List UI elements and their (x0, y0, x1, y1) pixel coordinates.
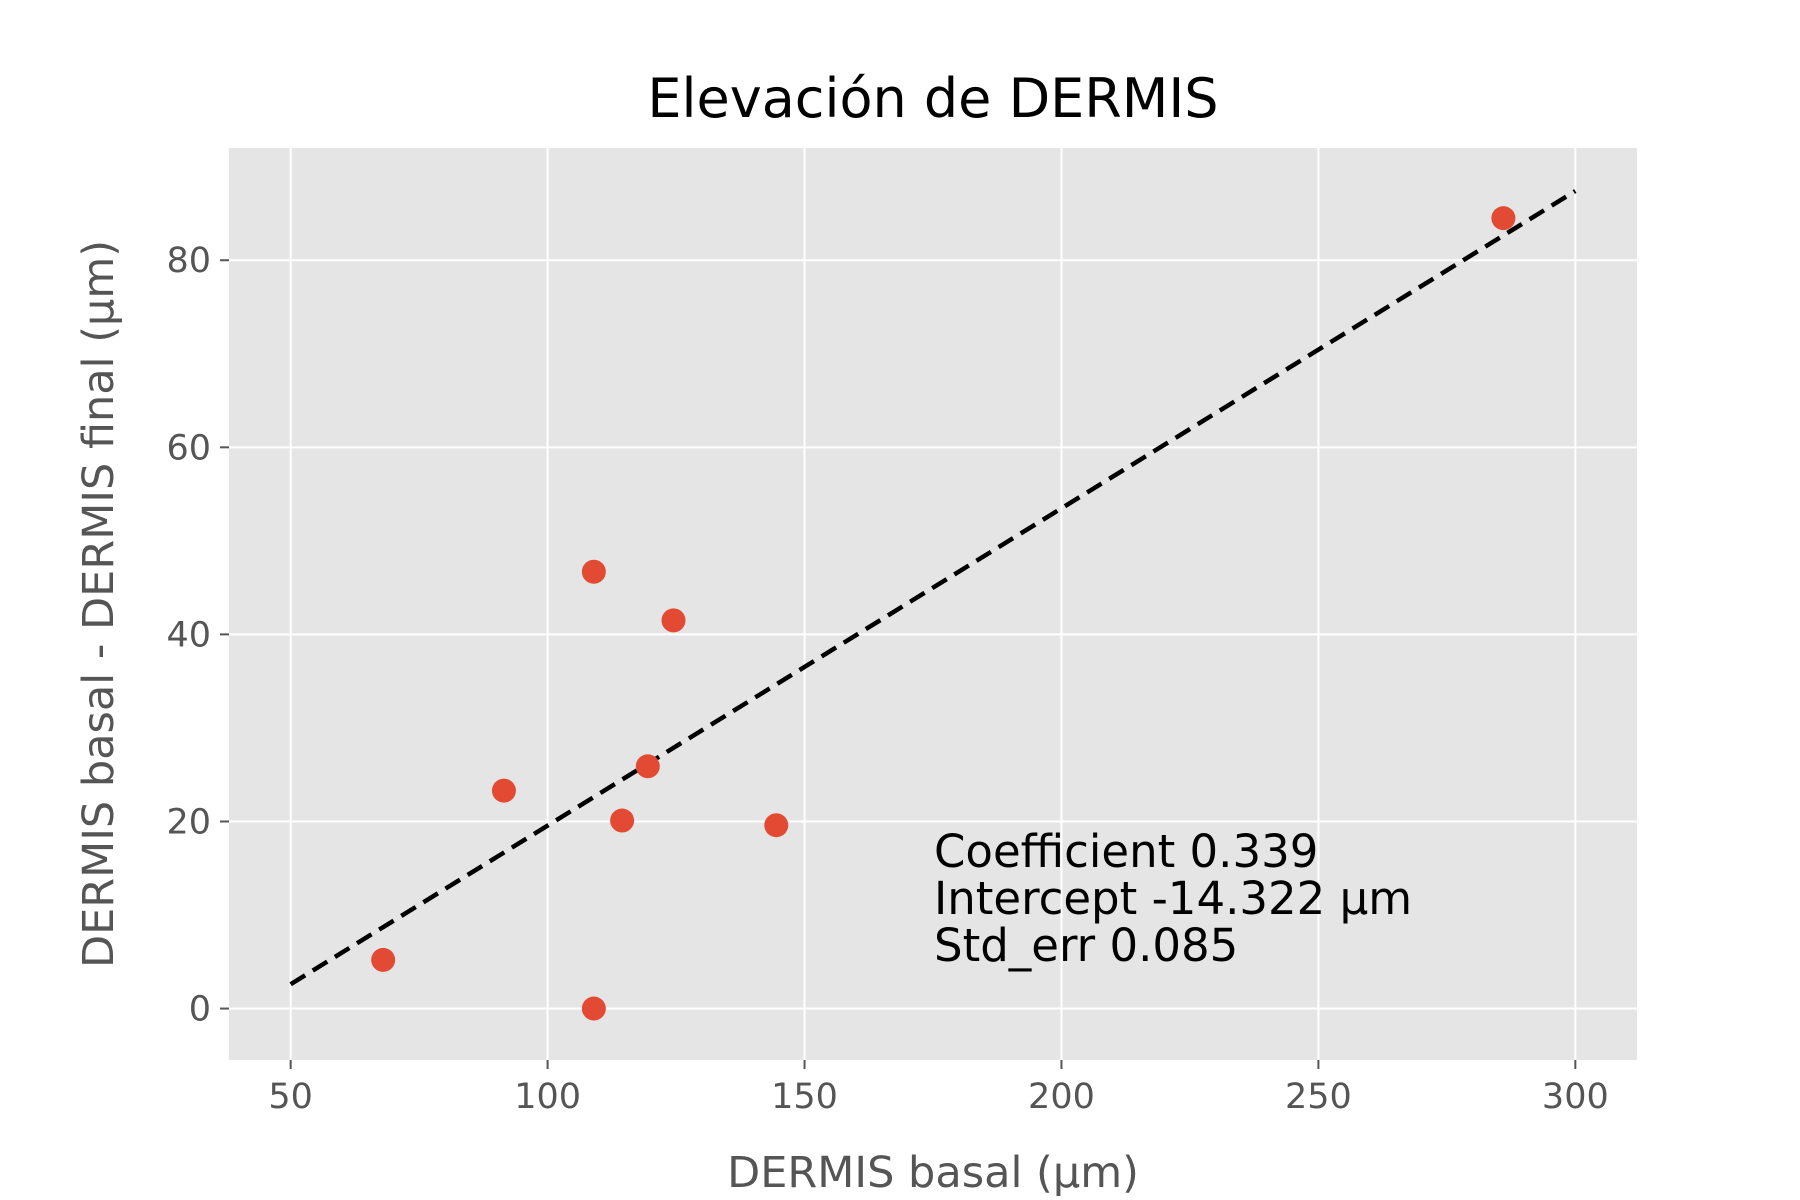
x-tick-label: 150 (771, 1077, 838, 1117)
scatter-point (764, 813, 789, 838)
x-tick-label: 300 (1542, 1077, 1609, 1117)
x-tick-label: 250 (1285, 1077, 1352, 1117)
regression-fit-line (289, 189, 1577, 987)
y-tick-label: 60 (166, 428, 211, 468)
scatter-point (491, 778, 516, 803)
annotation-std-err: Std_err 0.085 (934, 919, 1238, 972)
y-tick-label: 20 (166, 802, 211, 842)
chart-title: Elevación de DERMIS (647, 67, 1218, 130)
scatter-point (581, 996, 606, 1021)
annotation-intercept: Intercept -14.322 µm (934, 872, 1412, 925)
scatter-point (661, 608, 686, 633)
fit-line-layer (289, 189, 1577, 987)
scatter-point (1491, 206, 1516, 231)
x-tick-label: 100 (514, 1077, 581, 1117)
data-points (371, 206, 1516, 1021)
x-axis-label: DERMIS basal (µm) (727, 1148, 1139, 1198)
y-axis-label: DERMIS basal - DERMIS final (µm) (74, 240, 124, 968)
x-tick-label: 200 (1028, 1077, 1095, 1117)
grid-lines (229, 148, 1637, 1060)
y-tick-label: 0 (189, 990, 211, 1030)
axis-ticks: 50 100 150 200 250 300 0 20 40 60 80 (166, 241, 1608, 1117)
scatter-point (610, 808, 635, 833)
scatter-point (635, 754, 660, 779)
y-tick-label: 40 (166, 615, 211, 655)
annotation-coefficient: Coefficient 0.339 (934, 825, 1318, 878)
scatter-point (371, 947, 396, 972)
y-tick-label: 80 (166, 241, 211, 281)
scatter-point (581, 559, 606, 584)
x-tick-label: 50 (268, 1077, 313, 1117)
regression-annotation: Coefficient 0.339 Intercept -14.322 µm S… (934, 825, 1412, 972)
